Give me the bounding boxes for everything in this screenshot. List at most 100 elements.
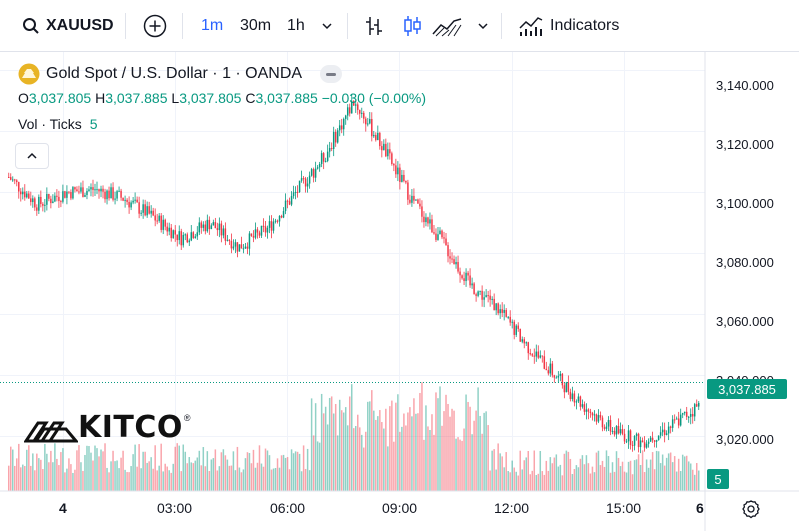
volume-bar [38, 458, 40, 491]
volume-bar [455, 438, 457, 491]
volume-bar [539, 450, 542, 491]
candles-style-button[interactable] [400, 0, 424, 52]
candle-body [68, 191, 70, 193]
x-tick-label: 06:00 [270, 500, 306, 516]
volume-bar [186, 463, 189, 491]
timeframe-1h[interactable]: 1h [287, 17, 305, 34]
volume-bar [391, 400, 393, 491]
candle-body [637, 433, 640, 448]
volume-bar [174, 446, 176, 491]
candle-body [104, 191, 106, 200]
volume-bar [463, 428, 465, 491]
market-status-dot[interactable] [320, 65, 343, 83]
volume-bar [166, 466, 168, 491]
legend-title-row: Gold Spot / U.S. Dollar · 1 · OANDA [18, 62, 426, 86]
candle-body [671, 419, 674, 428]
volume-bar [383, 428, 385, 491]
volume-bar [120, 457, 122, 491]
kitco-logo-icon [24, 421, 78, 442]
volume-bar [517, 475, 519, 491]
candle-body [559, 373, 562, 376]
volume-bar [212, 458, 215, 491]
symbol-search[interactable]: XAUUSD [22, 0, 114, 52]
candle-body [164, 219, 166, 227]
candle-body [493, 298, 495, 311]
close-label: C [245, 90, 256, 106]
candle-body [397, 167, 399, 175]
candle-body [238, 244, 241, 252]
candle-body [142, 204, 144, 213]
volume-bar [158, 465, 160, 491]
candle-body [593, 414, 596, 416]
candle-body [326, 151, 329, 161]
volume-bar [677, 458, 680, 491]
volume-bar [144, 451, 146, 491]
volume-bar [40, 459, 42, 491]
volume-bar [324, 406, 327, 491]
candle-body [254, 229, 257, 238]
candle-body [26, 193, 28, 198]
volume-bar [50, 450, 52, 491]
candle-body [242, 248, 245, 250]
candle-body [667, 426, 670, 434]
candle-body [597, 415, 600, 422]
volume-bar [613, 471, 616, 491]
volume-bar [124, 469, 126, 491]
candle-body [170, 227, 172, 239]
candle-body [126, 199, 128, 202]
candle-body [415, 199, 417, 201]
indicators-button[interactable]: Indicators [518, 0, 619, 52]
candle-body [613, 430, 616, 435]
volume-bar [619, 466, 622, 491]
volume-bar [292, 453, 295, 491]
volume-bar [665, 457, 668, 491]
compare-add-button[interactable] [143, 0, 167, 52]
volume-bar [595, 452, 598, 491]
chart-style-dropdown[interactable] [476, 0, 490, 52]
candle-body [371, 118, 373, 137]
candle-body [136, 199, 138, 203]
collapse-legend-button[interactable] [15, 143, 49, 169]
candle-body [425, 217, 427, 223]
volume-bar [581, 455, 584, 491]
y-tick-label: 3,060.000 [716, 314, 774, 329]
candle-body [541, 355, 544, 357]
candle-body [160, 215, 162, 230]
candle-body [294, 191, 297, 193]
volume-bar [236, 446, 239, 491]
volume-bar [621, 461, 624, 491]
timeframe-dropdown[interactable] [320, 0, 334, 52]
candle-body [36, 207, 38, 211]
volume-bar [232, 451, 235, 491]
candle-body [40, 196, 42, 204]
volume-bar [429, 430, 431, 491]
volume-bar [258, 445, 261, 491]
volume-bar [515, 471, 517, 491]
candle-body [437, 234, 439, 240]
volume-bar [302, 445, 305, 491]
timeframe-30m[interactable]: 30m [240, 17, 272, 34]
timeframe-1m[interactable]: 1m [201, 17, 224, 34]
candle-body [92, 187, 94, 191]
candle-body [409, 199, 411, 203]
volume-bar [284, 457, 287, 491]
candle-body [599, 415, 602, 418]
volume-bar [401, 426, 403, 491]
bars-style-button[interactable] [362, 0, 386, 52]
volume-bar [152, 468, 154, 491]
volume-bar [409, 407, 411, 491]
volume-bar [276, 458, 279, 491]
volume-bar [162, 471, 164, 491]
candle-body [485, 295, 487, 298]
volume-bar [479, 415, 481, 491]
candle-body [457, 262, 459, 272]
candle-body [515, 325, 517, 335]
volume-bar [114, 461, 116, 491]
volume-bar [377, 416, 379, 491]
candle-body [288, 201, 291, 205]
y-tick-label: 3,120.000 [716, 137, 774, 152]
area-style-button[interactable] [432, 0, 462, 52]
chart-settings-button[interactable] [740, 498, 762, 525]
candle-body [555, 377, 558, 379]
